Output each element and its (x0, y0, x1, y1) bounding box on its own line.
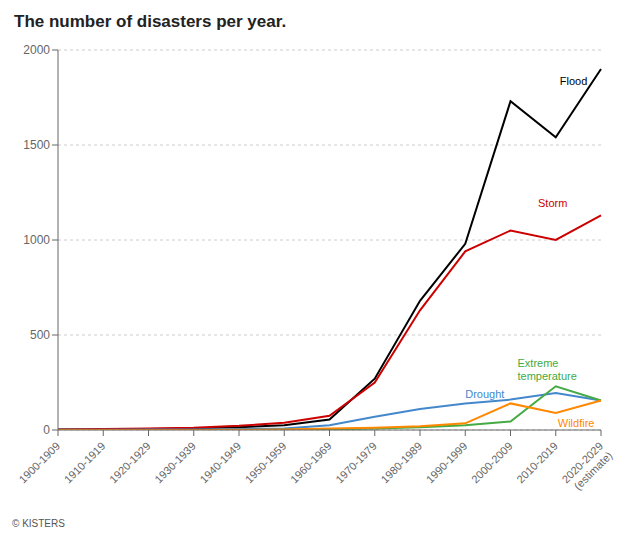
svg-text:1000: 1000 (23, 233, 50, 247)
svg-text:500: 500 (30, 328, 50, 342)
svg-text:1900-1909: 1900-1909 (16, 440, 62, 486)
svg-text:Wildfire: Wildfire (558, 417, 595, 429)
svg-text:2000: 2000 (23, 43, 50, 57)
svg-text:1980-1989: 1980-1989 (378, 440, 424, 486)
svg-text:2020-2029(estimate): 2020-2029(estimate) (559, 440, 614, 495)
svg-text:1910-1919: 1910-1919 (62, 440, 108, 486)
html-text:© KISTERS: © KISTERS (12, 518, 65, 529)
svg-text:2000-2009: 2000-2009 (469, 440, 515, 486)
svg-text:1500: 1500 (23, 138, 50, 152)
svg-text:Flood: Flood (560, 75, 588, 87)
svg-text:0: 0 (43, 423, 50, 437)
html-text:The number of disasters per ye: The number of disasters per year. (14, 12, 287, 31)
svg-text:2010-2019: 2010-2019 (514, 440, 560, 486)
svg-text:Drought: Drought (465, 388, 504, 400)
svg-text:1940-1949: 1940-1949 (197, 440, 243, 486)
svg-text:1930-1939: 1930-1939 (152, 440, 198, 486)
svg-text:1920-1929: 1920-1929 (107, 440, 153, 486)
svg-text:1990-1999: 1990-1999 (424, 440, 470, 486)
svg-text:Extremetemperature: Extremetemperature (518, 357, 577, 382)
svg-text:1950-1959: 1950-1959 (243, 440, 289, 486)
svg-text:Storm: Storm (538, 197, 567, 209)
svg-text:1960-1969: 1960-1969 (288, 440, 334, 486)
svg-text:1970-1979: 1970-1979 (333, 440, 379, 486)
